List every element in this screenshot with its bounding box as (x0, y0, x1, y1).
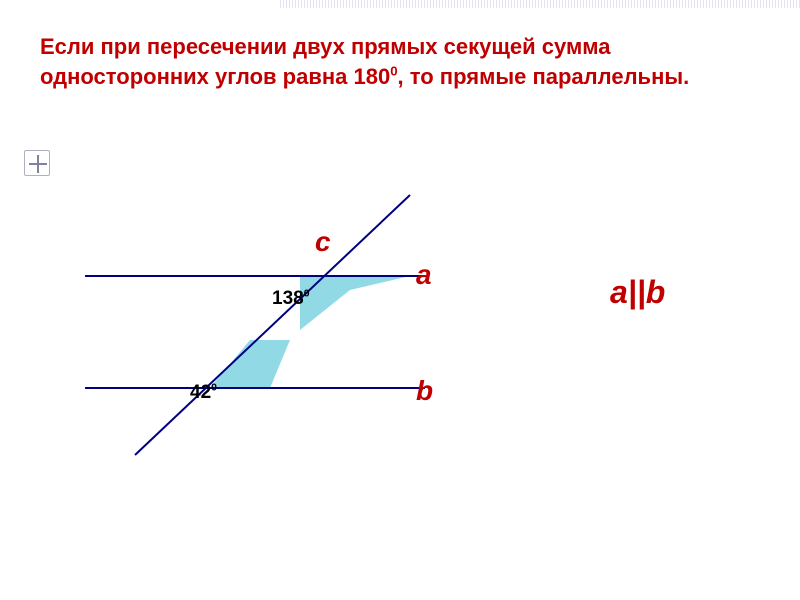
geometry-diagram (0, 0, 800, 600)
label-a: a (416, 259, 432, 291)
angle-138: 1380 (272, 288, 310, 310)
angle-42-sup: 0 (211, 383, 217, 394)
label-c: c (315, 226, 331, 258)
angle-138-value: 138 (272, 288, 304, 309)
conclusion: a||b (610, 274, 665, 311)
label-b: b (416, 375, 433, 407)
angle-138-sup: 0 (304, 289, 310, 300)
angle-42-value: 42 (190, 382, 211, 403)
angle-42: 420 (190, 382, 217, 404)
